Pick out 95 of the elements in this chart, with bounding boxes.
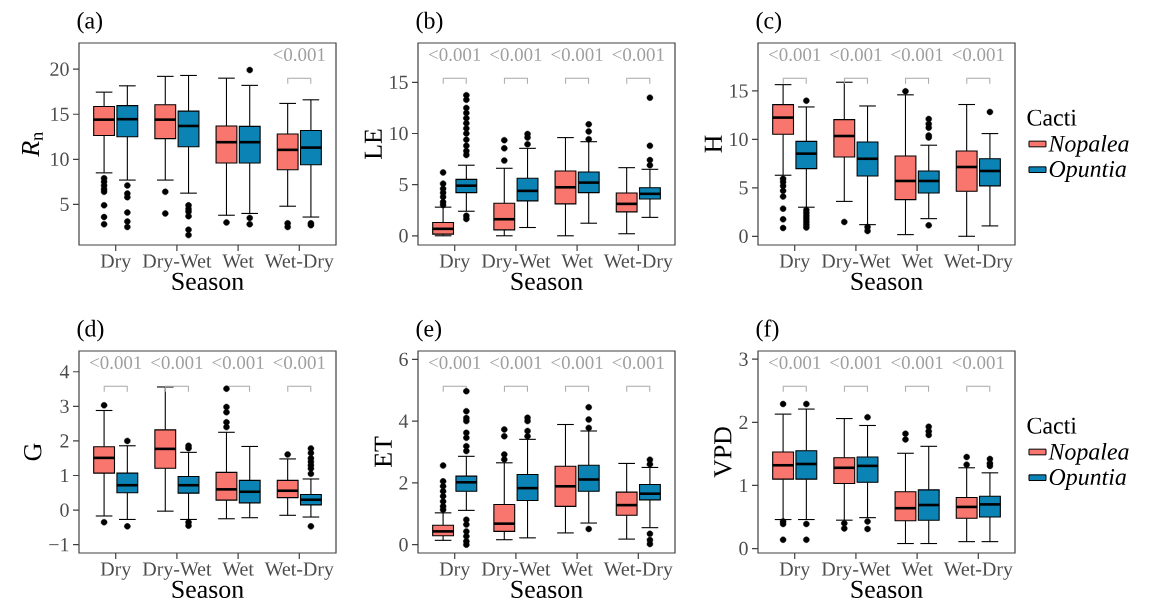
y-tick-label: 4 <box>59 365 70 379</box>
annotation: <0.001 <box>830 48 882 62</box>
legend-title: Cacti <box>1027 109 1077 126</box>
legend-label: Opuntia <box>1049 161 1126 182</box>
annotation: <0.001 <box>151 356 203 370</box>
chart-title: (f) <box>756 319 779 342</box>
y-tick-label: 1 <box>61 468 69 483</box>
x-axis-title: Season <box>172 580 244 599</box>
x-tick-label: Wet <box>222 254 254 268</box>
y-tick-label: 5 <box>739 181 748 195</box>
y-tick-label: 10 <box>51 152 69 167</box>
x-axis-title: Season <box>851 272 923 291</box>
x-axis-title: Season <box>172 272 244 291</box>
x-tick-label: Dry-Wet <box>481 254 551 272</box>
y-axis-title: ET <box>374 436 392 468</box>
x-tick-label: Wet <box>561 562 593 576</box>
y-axis-title: VPD <box>714 427 732 478</box>
y-tick-label: 15 <box>730 84 748 98</box>
annotation: <0.001 <box>212 356 264 370</box>
y-tick-label: 4 <box>398 414 409 428</box>
y-tick-label: 5 <box>399 178 408 192</box>
annotation: <0.001 <box>952 48 1004 62</box>
y-axis-title: R$_{n}$ <box>22 132 43 157</box>
y-tick-label: 2 <box>60 434 69 448</box>
x-tick-label: Wet <box>901 254 933 268</box>
annotation: <0.001 <box>429 356 481 370</box>
chart-title: (c) <box>756 11 782 34</box>
y-tick-label: 2 <box>399 476 408 490</box>
y-tick-label: 0 <box>60 503 69 517</box>
legend-label: Nopalea <box>1048 134 1129 157</box>
x-tick-label: Dry <box>100 562 132 580</box>
x-tick-label: Dry-Wet <box>821 254 891 272</box>
x-axis-title: Season <box>511 580 583 599</box>
y-tick-label: 3 <box>739 352 748 366</box>
x-tick-label: Wet-Dry <box>264 562 334 580</box>
y-axis-title: G <box>24 443 42 461</box>
y-tick-label: −1 <box>49 538 69 552</box>
y-tick-label: 0 <box>739 229 748 243</box>
x-tick-label: Dry-Wet <box>142 254 212 272</box>
x-tick-label: Dry <box>779 562 811 580</box>
x-tick-label: Wet-Dry <box>264 254 334 272</box>
legend-title: Cacti <box>1027 417 1077 434</box>
annotation: <0.001 <box>90 356 142 370</box>
y-tick-label: 0 <box>739 541 748 556</box>
y-tick-label: 3 <box>60 399 69 414</box>
y-tick-label: 0 <box>399 229 408 243</box>
x-tick-label: Dry <box>439 254 471 272</box>
x-axis-title: Season <box>511 272 583 291</box>
chart-title: (a) <box>77 11 103 34</box>
x-tick-label: Dry <box>439 562 471 580</box>
annotation: <0.001 <box>429 48 481 62</box>
y-tick-label: 0 <box>399 537 408 552</box>
y-tick-label: 6 <box>399 352 408 367</box>
x-tick-label: Wet-Dry <box>943 562 1013 580</box>
annotation: <0.001 <box>612 48 664 62</box>
y-tick-label: 15 <box>390 75 408 90</box>
annotation: <0.001 <box>273 356 325 370</box>
y-axis-title: H <box>704 135 722 153</box>
annotation: <0.001 <box>830 356 882 370</box>
x-tick-label: Wet-Dry <box>603 562 673 580</box>
annotation: <0.001 <box>952 356 1004 370</box>
x-tick-label: Dry <box>779 254 811 272</box>
annotation: <0.001 <box>769 356 821 370</box>
annotation: <0.001 <box>490 356 542 370</box>
chart-title: (d) <box>77 319 104 342</box>
x-tick-label: Dry-Wet <box>142 562 212 580</box>
y-tick-label: 10 <box>390 126 408 141</box>
annotation: <0.001 <box>891 48 943 62</box>
x-tick-label: Dry-Wet <box>821 562 891 580</box>
legend-label: Opuntia <box>1049 469 1126 490</box>
y-tick-label: 2 <box>739 415 748 429</box>
y-tick-label: 20 <box>50 62 69 76</box>
annotation: <0.001 <box>490 48 542 62</box>
x-tick-label: Wet <box>901 562 933 576</box>
y-axis-title: LE <box>364 129 382 160</box>
annotation: <0.001 <box>612 356 664 370</box>
x-tick-label: Wet <box>561 254 593 268</box>
y-tick-label: 10 <box>730 132 748 147</box>
annotation: <0.001 <box>769 48 821 62</box>
x-tick-label: Dry <box>100 254 132 272</box>
x-tick-label: Wet <box>222 562 254 576</box>
annotation: <0.001 <box>891 356 943 370</box>
x-axis-title: Season <box>851 580 923 599</box>
chart-title: (b) <box>416 11 443 34</box>
y-tick-label: 1 <box>740 478 748 493</box>
chart-title: (e) <box>416 319 442 342</box>
annotation: <0.001 <box>551 48 603 62</box>
x-tick-label: Wet-Dry <box>943 254 1013 272</box>
x-tick-label: Dry-Wet <box>481 562 551 580</box>
y-tick-label: 15 <box>51 107 69 121</box>
annotation: <0.001 <box>273 48 325 62</box>
annotation: <0.001 <box>551 356 603 370</box>
legend-label: Nopalea <box>1048 442 1129 465</box>
x-tick-label: Wet-Dry <box>603 254 673 272</box>
y-tick-label: 5 <box>60 197 69 212</box>
